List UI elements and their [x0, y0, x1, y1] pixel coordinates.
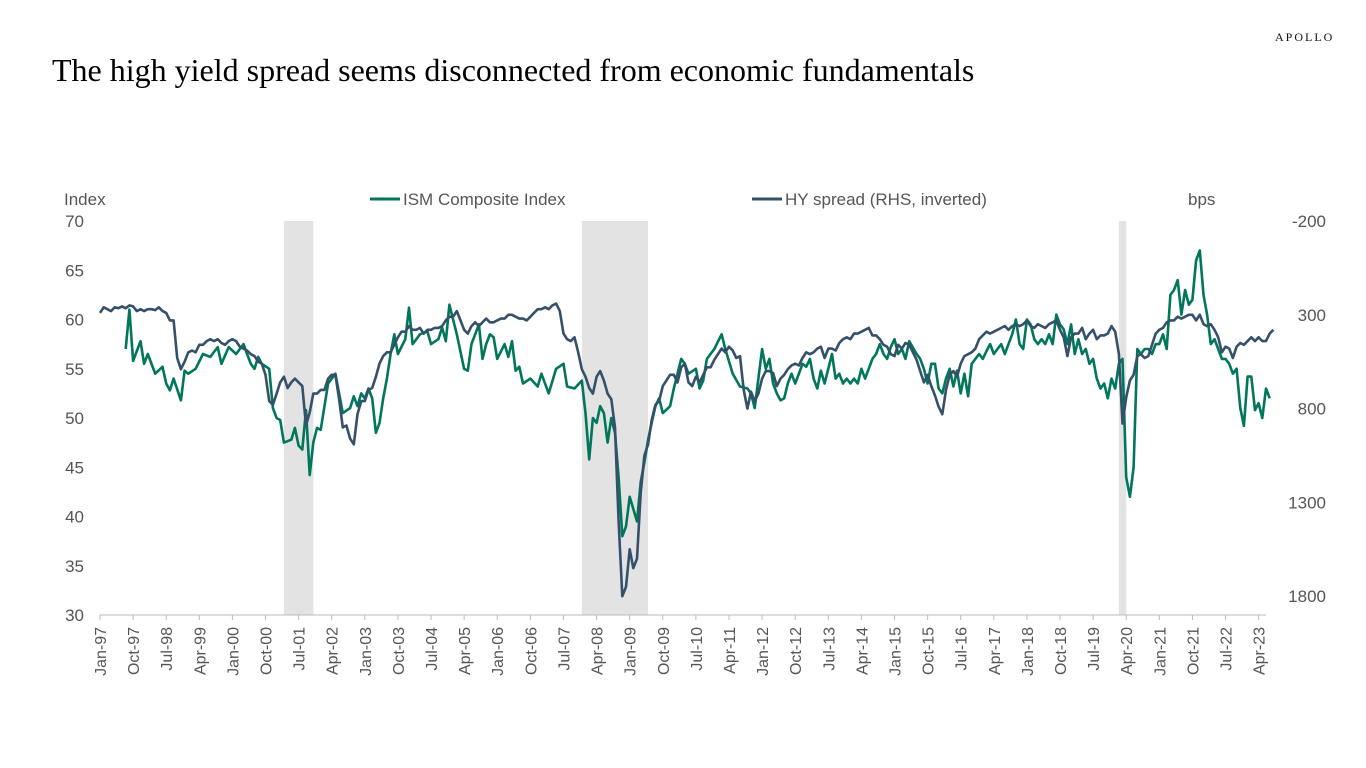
right-tick-label: 800: [1298, 400, 1326, 419]
x-axis: Jan-97 Oct-97 Jul-98 Apr-99 Jan-00 Oct-00 Jul-…: [93, 615, 1269, 676]
right-tick-label: 300: [1298, 306, 1326, 325]
left-tick-label: 65: [65, 261, 84, 280]
right-axis-unit: bps: [1188, 190, 1215, 209]
x-tick-label: Oct-12: [788, 627, 805, 675]
x-tick-label: Jan-21: [1152, 627, 1169, 676]
x-tick-label: Jul-13: [821, 627, 838, 671]
left-tick-label: 40: [65, 508, 84, 527]
x-tick-label: Jul-04: [424, 627, 441, 671]
x-tick-label: Apr-20: [1119, 627, 1136, 675]
x-tick-label: Oct-00: [259, 627, 276, 675]
left-tick-label: 55: [65, 360, 84, 379]
x-tick-label: Apr-14: [854, 627, 871, 675]
x-tick-label: Jul-19: [1086, 627, 1103, 671]
x-tick-label: Apr-17: [987, 627, 1004, 675]
x-tick-label: Jul-01: [292, 627, 309, 671]
x-tick-label: Oct-15: [921, 627, 938, 675]
brand-logo: APOLLO: [1275, 30, 1335, 44]
right-axis: -200 300 800 1300 1800: [1288, 212, 1326, 606]
left-tick-label: 30: [65, 606, 84, 625]
series-line-ism: [124, 249, 1271, 538]
left-tick-label: 50: [65, 409, 84, 428]
x-tick-label: Oct-06: [523, 627, 540, 675]
x-tick-label: Apr-99: [192, 627, 209, 675]
x-tick-label: Jan-18: [1020, 627, 1037, 676]
x-tick-label: Oct-09: [656, 627, 673, 675]
x-tick-label: Jan-03: [358, 627, 375, 676]
legend-label-hy: HY spread (RHS, inverted): [785, 190, 987, 209]
x-tick-label: Jul-10: [689, 627, 706, 671]
x-tick-label: Jan-97: [93, 627, 110, 676]
left-tick-label: 45: [65, 458, 84, 477]
x-tick-label: Apr-05: [457, 627, 474, 675]
x-tick-label: Jan-15: [887, 627, 904, 676]
x-tick-label: Oct-97: [126, 627, 143, 675]
x-tick-label: Apr-11: [722, 627, 739, 674]
x-tick-label: Jul-07: [556, 627, 573, 671]
legend: ISM Composite Index HY spread (RHS, inve…: [370, 190, 987, 209]
x-tick-label: Oct-21: [1185, 627, 1202, 675]
left-tick-label: 60: [65, 311, 84, 330]
legend-label-ism: ISM Composite Index: [403, 190, 566, 209]
right-tick-label: -200: [1292, 212, 1326, 231]
x-tick-label: Jan-09: [623, 627, 640, 676]
x-tick-label: Oct-03: [391, 627, 408, 675]
right-tick-label: 1800: [1288, 587, 1326, 606]
x-tick-label: Jul-16: [954, 627, 971, 671]
series-line-hy: [98, 302, 1275, 598]
left-tick-label: 70: [65, 212, 84, 231]
series-lines: [98, 249, 1275, 598]
x-tick-label: Jan-12: [755, 627, 772, 676]
x-tick-label: Jul-22: [1219, 627, 1236, 671]
x-tick-label: Jan-00: [225, 627, 242, 676]
right-tick-label: 1300: [1288, 493, 1326, 512]
x-tick-label: Jul-98: [159, 627, 176, 671]
recession-bands: [283, 221, 1127, 615]
x-tick-label: Apr-08: [590, 627, 607, 675]
left-axis: 30 35 40 45 50 55 60 65 70: [65, 212, 84, 625]
x-tick-label: Oct-18: [1053, 627, 1070, 675]
page-title: The high yield spread seems disconnected…: [52, 52, 975, 88]
x-tick-label: Jan-06: [490, 627, 507, 676]
x-tick-label: Apr-02: [325, 627, 342, 675]
x-tick-label: Apr-23: [1252, 627, 1269, 675]
left-axis-unit: Index: [64, 190, 106, 209]
left-tick-label: 35: [65, 557, 84, 576]
